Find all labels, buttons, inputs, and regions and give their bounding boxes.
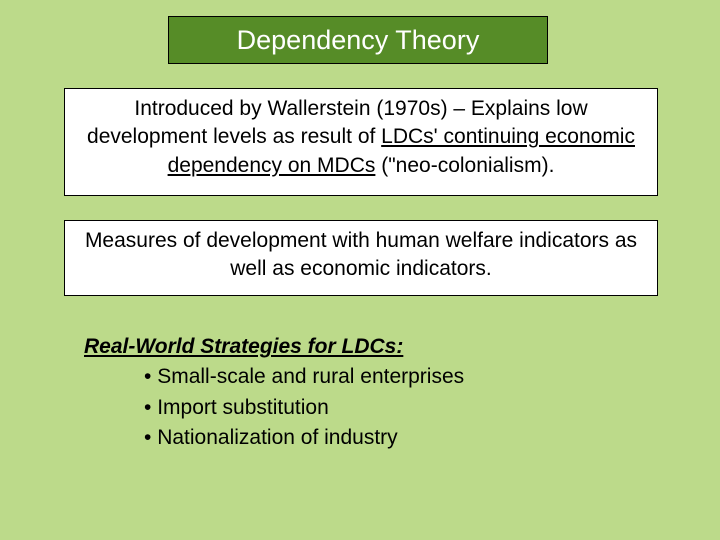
slide-title: Dependency Theory — [237, 25, 480, 56]
intro-text-post: ("neo-colonialism). — [375, 154, 554, 177]
strategies-heading: Real-World Strategies for LDCs: — [84, 332, 464, 362]
title-box: Dependency Theory — [168, 16, 548, 64]
list-item: Nationalization of industry — [144, 423, 464, 453]
measures-box: Measures of development with human welfa… — [64, 220, 658, 296]
intro-box: Introduced by Wallerstein (1970s) – Expl… — [64, 88, 658, 196]
list-item: Small-scale and rural enterprises — [144, 362, 464, 392]
strategies-section: Real-World Strategies for LDCs: Small-sc… — [84, 332, 464, 454]
measures-text: Measures of development with human welfa… — [85, 229, 637, 280]
strategies-list: Small-scale and rural enterprises Import… — [144, 362, 464, 453]
list-item: Import substitution — [144, 393, 464, 423]
